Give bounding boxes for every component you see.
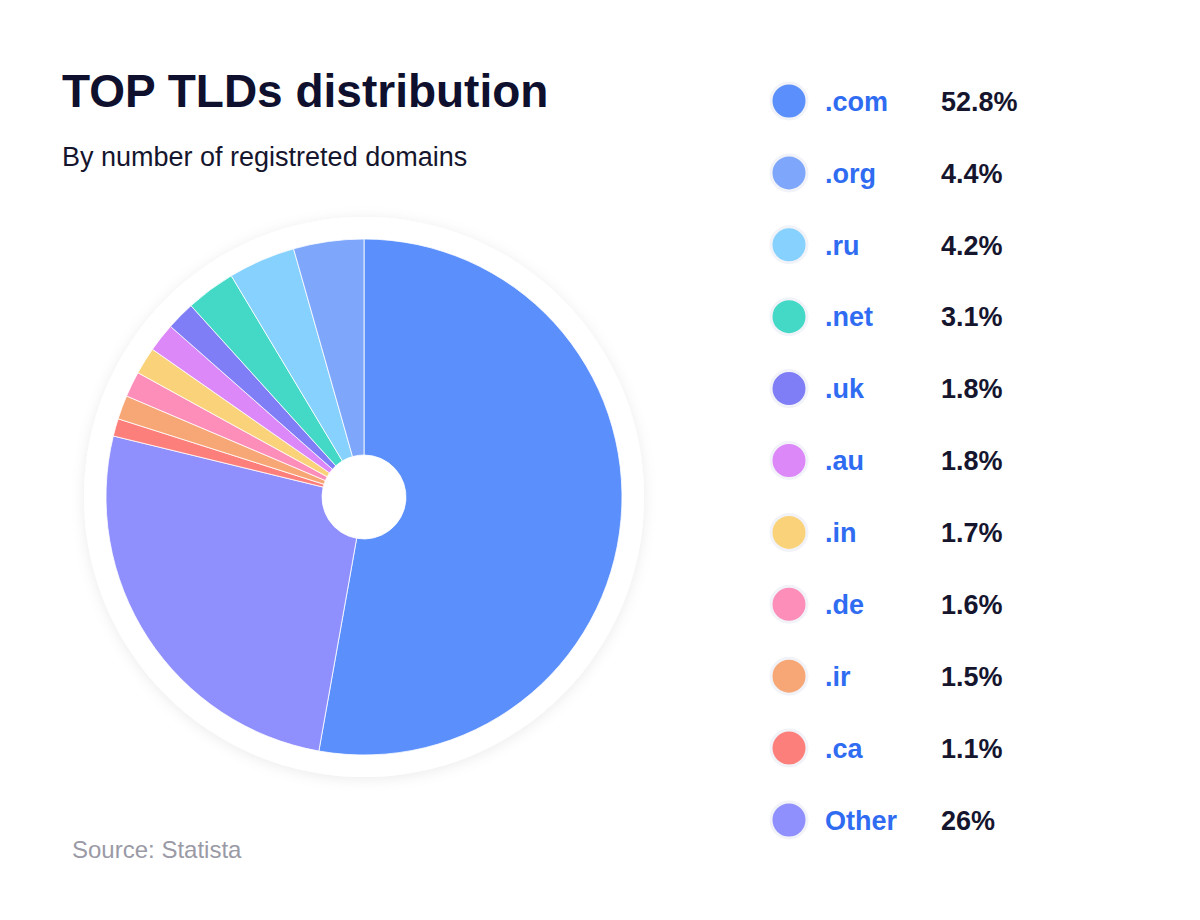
legend-value: 4.4% bbox=[941, 159, 1003, 189]
legend-swatch bbox=[771, 299, 807, 335]
legend-label: .ru bbox=[825, 231, 860, 261]
legend-item: .org 4.4% bbox=[771, 155, 1003, 191]
legend-item: .ir 1.5% bbox=[771, 658, 1003, 694]
legend-swatch bbox=[771, 155, 807, 191]
pie-ring bbox=[84, 217, 644, 777]
pie bbox=[106, 239, 622, 755]
legend-value: 52.8% bbox=[941, 87, 1018, 117]
legend-label: .au bbox=[825, 446, 864, 476]
subtitle: By number of registreted domains bbox=[62, 142, 467, 172]
legend-item: .de 1.6% bbox=[771, 586, 1003, 622]
legend-item: .uk 1.8% bbox=[771, 371, 1003, 407]
legend-label: Other bbox=[825, 806, 898, 836]
legend-item: .ru 4.2% bbox=[771, 227, 1003, 263]
pie-slice bbox=[294, 239, 364, 457]
legend-item: .net 3.1% bbox=[771, 299, 1003, 335]
legend-swatch bbox=[771, 227, 807, 263]
legend-value: 1.8% bbox=[941, 446, 1003, 476]
legend-item: .ca 1.1% bbox=[771, 730, 1003, 766]
legend-label: .com bbox=[825, 87, 888, 117]
legend-label: .in bbox=[825, 518, 857, 548]
legend-value: 1.8% bbox=[941, 374, 1003, 404]
legend-value: 1.6% bbox=[941, 590, 1003, 620]
legend-value: 1.7% bbox=[941, 518, 1003, 548]
legend-swatch bbox=[771, 443, 807, 479]
legend-swatch bbox=[771, 802, 807, 838]
legend-item: Other 26% bbox=[771, 802, 995, 838]
legend-value: 1.5% bbox=[941, 662, 1003, 692]
legend-value: 4.2% bbox=[941, 231, 1003, 261]
source: Source: Statista bbox=[72, 836, 242, 863]
legend-item: .com 52.8% bbox=[771, 83, 1018, 119]
legend: .com 52.8% .org 4.4% .ru 4.2% .net 3.1% .uk 1.8%.… bbox=[771, 83, 1018, 838]
legend-value: 26% bbox=[941, 806, 995, 836]
legend-value: 1.1% bbox=[941, 734, 1003, 764]
legend-label: .de bbox=[825, 590, 864, 620]
legend-label: .ca bbox=[825, 734, 864, 764]
legend-swatch bbox=[771, 514, 807, 550]
legend-item: .in 1.7% bbox=[771, 514, 1003, 550]
legend-value: 3.1% bbox=[941, 302, 1003, 332]
chart: TOP TLDs distribution By number of regist… bbox=[0, 0, 1200, 920]
legend-item: .au 1.8% bbox=[771, 443, 1003, 479]
legend-label: .org bbox=[825, 159, 876, 189]
legend-label: .net bbox=[825, 302, 873, 332]
legend-label: .ir bbox=[825, 662, 851, 692]
legend-swatch bbox=[771, 658, 807, 694]
title: TOP TLDs distribution bbox=[62, 65, 548, 117]
legend-swatch bbox=[771, 586, 807, 622]
legend-swatch bbox=[771, 83, 807, 119]
legend-swatch bbox=[771, 371, 807, 407]
legend-label: .uk bbox=[825, 374, 865, 404]
legend-swatch bbox=[771, 730, 807, 766]
